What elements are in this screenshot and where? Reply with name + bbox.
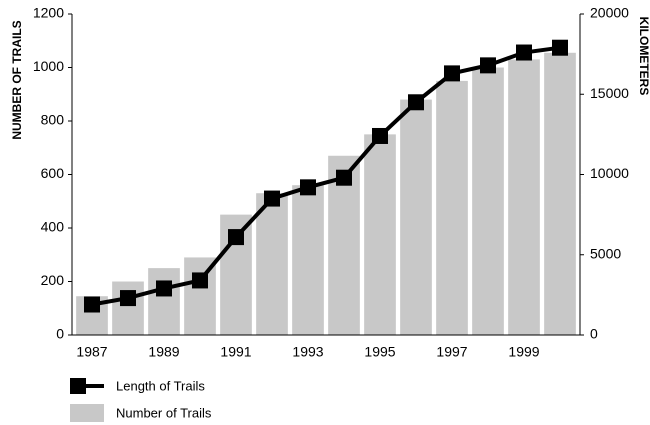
y-tick-label: 1200: [33, 5, 64, 21]
x-tick-label: 1997: [436, 344, 467, 360]
line-marker: [444, 65, 460, 82]
line-marker: [264, 190, 280, 207]
line-marker: [408, 94, 424, 111]
bar: [148, 268, 180, 335]
x-tick-label: 1991: [220, 344, 251, 360]
bar: [112, 281, 144, 335]
x-tick-label: 1993: [292, 344, 323, 360]
y-tick-label: 400: [41, 219, 65, 235]
y2-tick-label: 15000: [590, 85, 629, 101]
bar: [364, 134, 396, 335]
y2-tick-label: 0: [590, 326, 598, 342]
line-marker: [480, 57, 496, 74]
bar: [544, 52, 576, 335]
y-tick-label: 800: [41, 112, 65, 128]
line-marker: [192, 272, 208, 289]
line-marker: [516, 44, 532, 61]
y2-tick-label: 5000: [590, 245, 621, 261]
y-tick-label: 1000: [33, 58, 64, 74]
bar: [400, 99, 432, 335]
legend-marker: [70, 378, 86, 394]
line-marker: [84, 296, 100, 313]
y2-tick-label: 20000: [590, 5, 629, 21]
line-marker: [156, 280, 172, 297]
y2-axis-title: KILOMETERS: [637, 17, 650, 96]
y-tick-label: 200: [41, 272, 65, 288]
x-tick-label: 1999: [508, 344, 539, 360]
bar: [292, 185, 324, 335]
legend-swatch: [70, 404, 104, 422]
bar: [508, 59, 540, 335]
line-marker: [120, 290, 136, 307]
y2-tick-label: 10000: [590, 165, 629, 181]
line-marker: [372, 127, 388, 144]
legend-label: Number of Trails: [116, 405, 212, 420]
y-tick-label: 0: [56, 326, 64, 342]
line-marker: [552, 39, 568, 56]
bar: [436, 80, 468, 335]
x-tick-label: 1989: [148, 344, 179, 360]
x-tick-label: 1987: [76, 344, 107, 360]
y-tick-label: 600: [41, 165, 65, 181]
line-marker: [228, 229, 244, 246]
y-axis-title: NUMBER OF TRAILS: [10, 20, 24, 139]
line-marker: [300, 179, 316, 196]
legend-label: Length of Trails: [116, 378, 205, 393]
x-tick-label: 1995: [364, 344, 395, 360]
bar: [472, 67, 504, 335]
bar: [256, 193, 288, 335]
line-marker: [336, 169, 352, 186]
